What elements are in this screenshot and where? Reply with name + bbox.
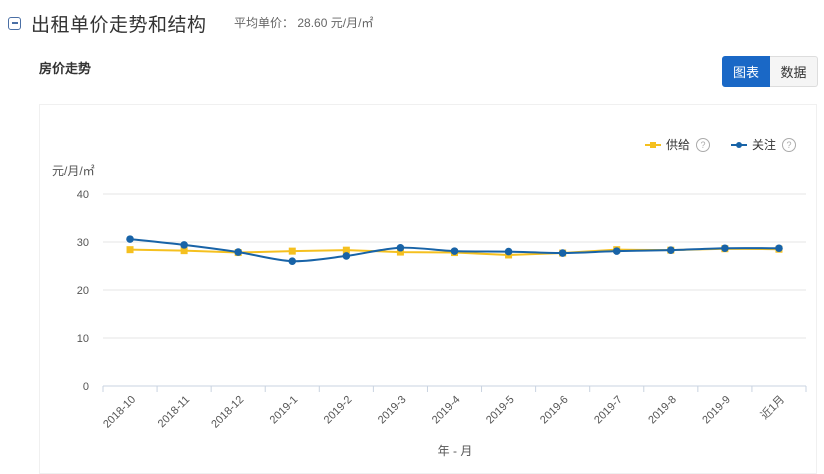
avg-price-label: 平均单价： <box>234 16 295 30</box>
legend-item-attention[interactable]: 关注 ? <box>731 136 797 153</box>
avg-price-unit: 元/月/㎡ <box>330 16 374 30</box>
square-marker-icon <box>645 140 661 150</box>
chart-subtitle: 房价走势 <box>39 61 92 76</box>
section-header: 出租单价走势和结构 <box>8 10 207 36</box>
avg-price-value: 28.60 <box>297 16 328 30</box>
help-icon[interactable]: ? <box>782 137 797 152</box>
legend-label-attention: 关注 <box>752 138 777 152</box>
circle-marker-icon <box>731 140 747 150</box>
view-toggle: 图表 数据 <box>722 56 818 87</box>
section-title: 出租单价走势和结构 <box>31 14 207 36</box>
chart-container <box>39 104 817 474</box>
legend-item-supply[interactable]: 供给 ? <box>645 136 711 153</box>
collapse-icon[interactable] <box>8 16 21 30</box>
help-icon[interactable]: ? <box>696 137 711 152</box>
chart-view-button[interactable]: 图表 <box>722 56 770 87</box>
average-price: 平均单价： 28.60 元/月/㎡ <box>234 14 373 31</box>
legend-label-supply: 供给 <box>666 138 691 152</box>
data-view-button[interactable]: 数据 <box>770 56 818 87</box>
